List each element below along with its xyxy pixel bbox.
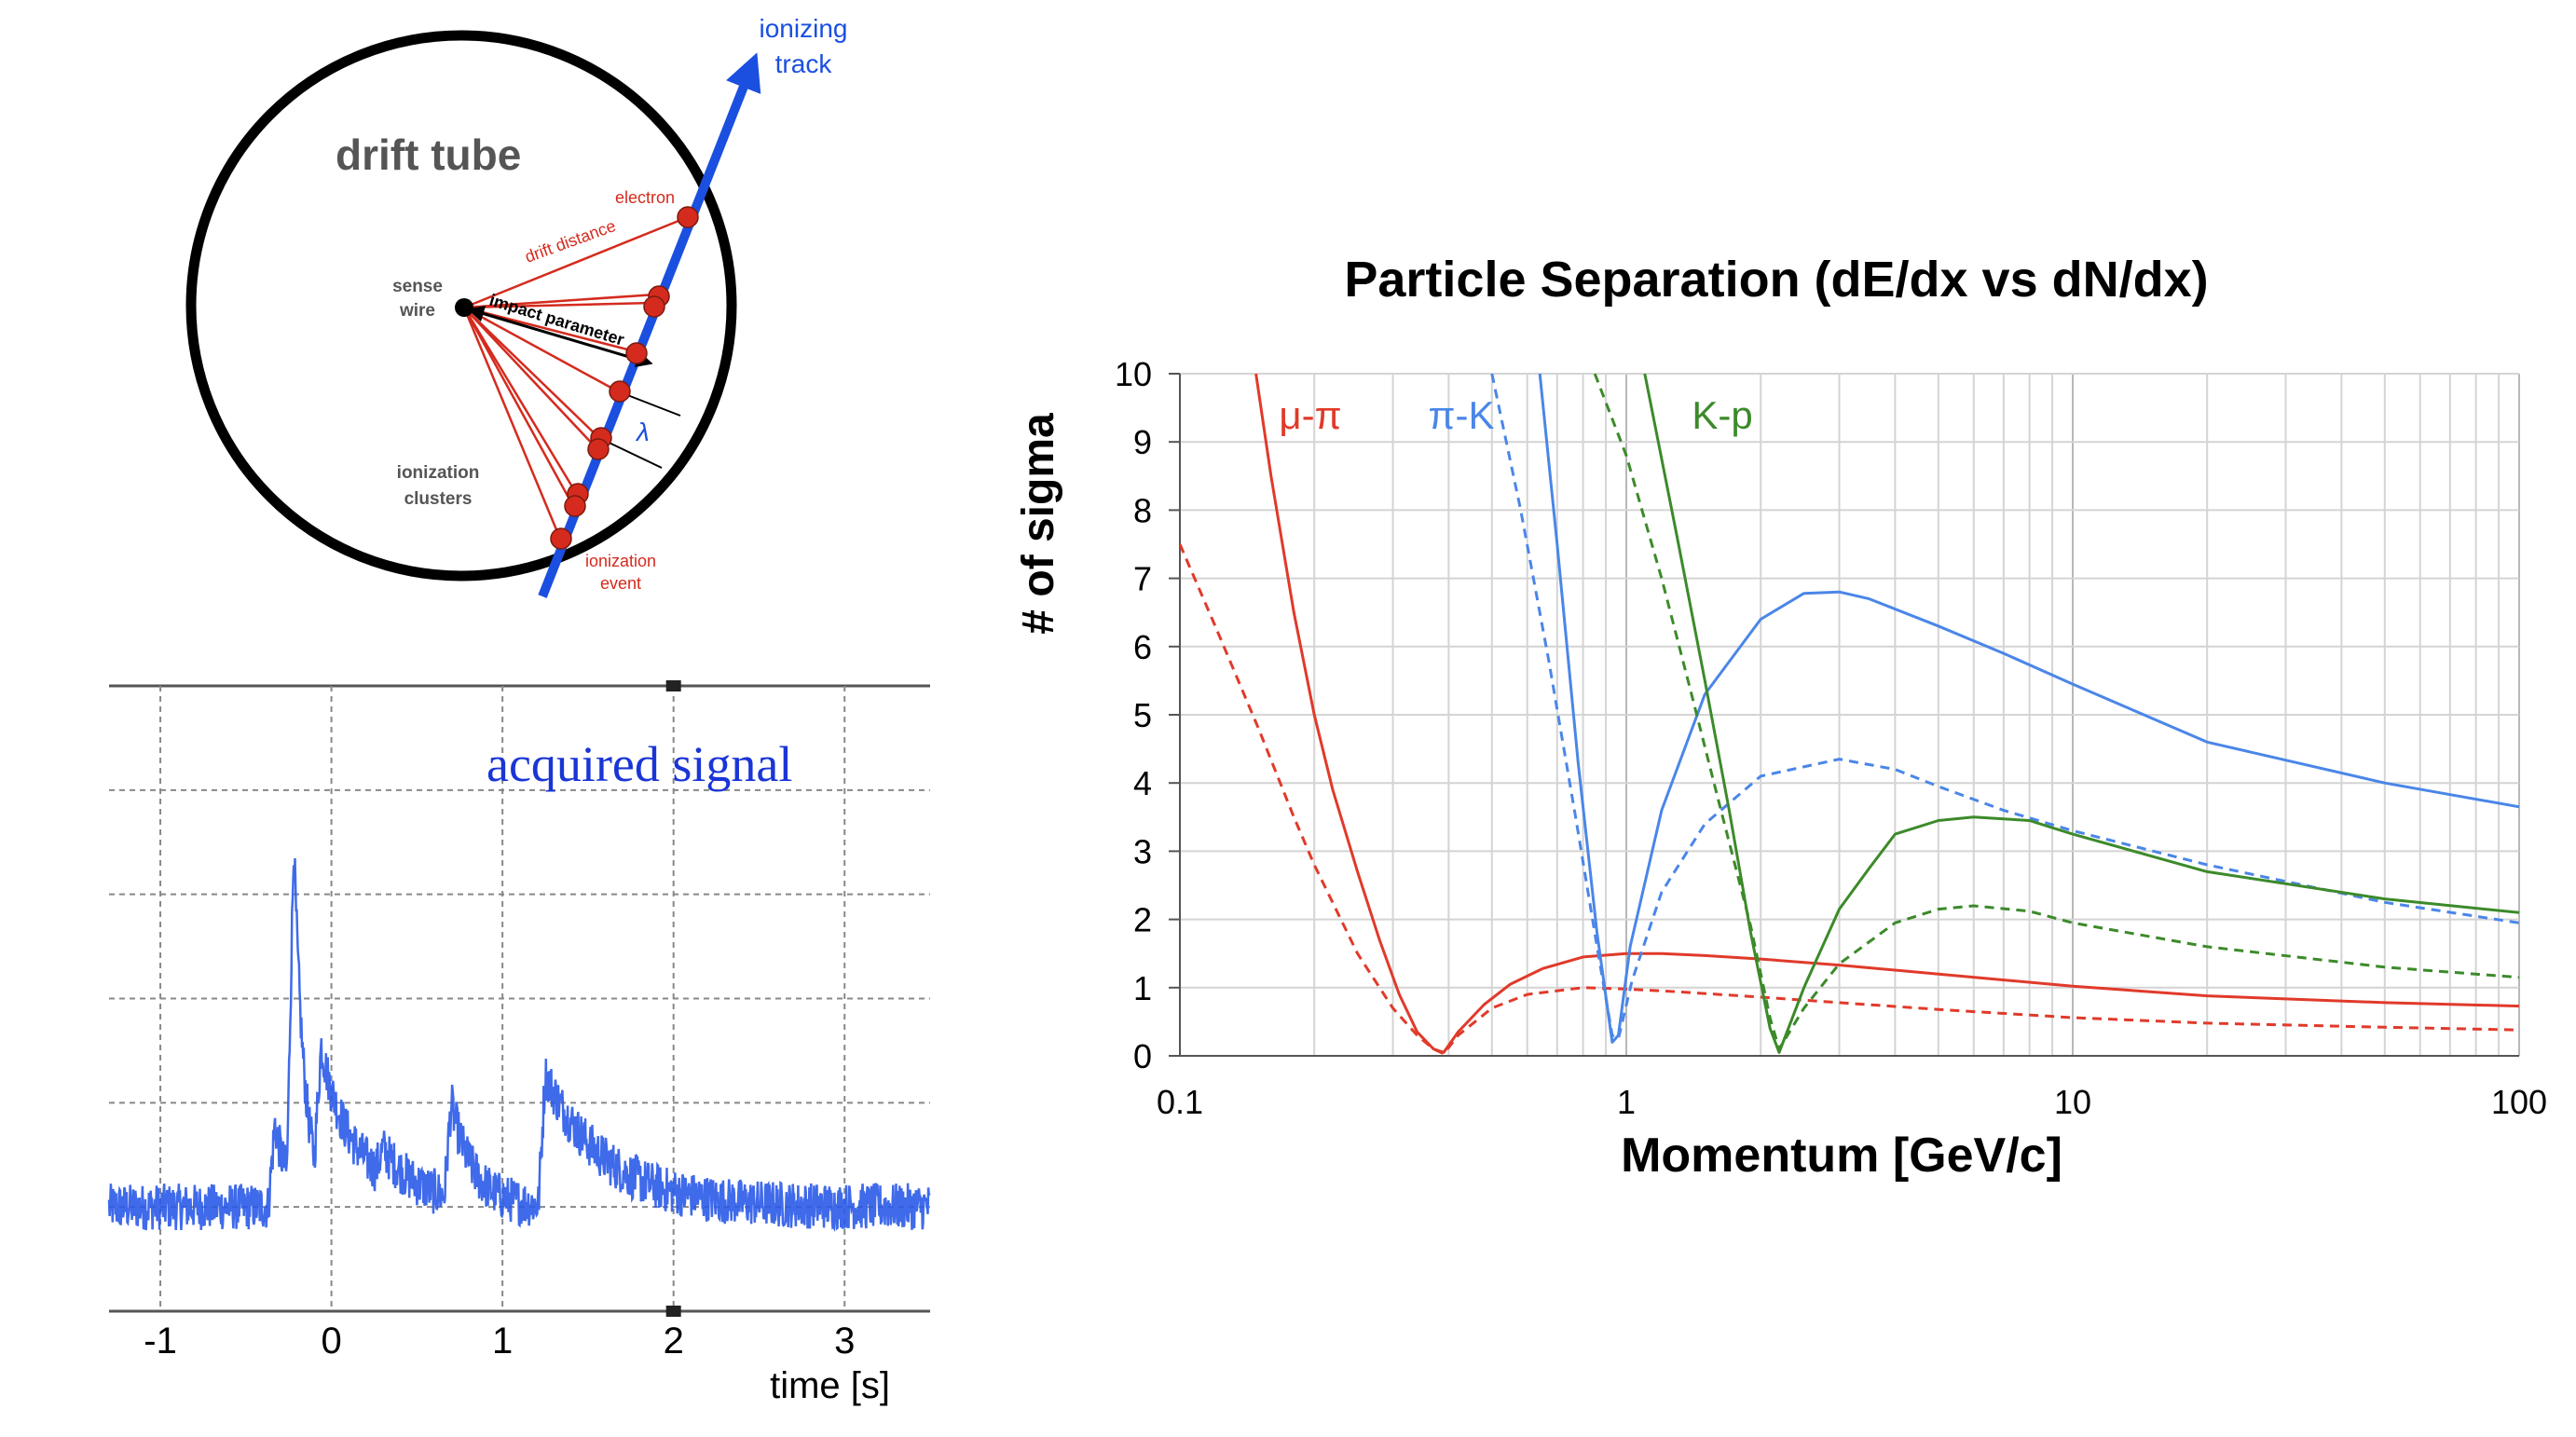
- ionization-clusters: [550, 206, 699, 550]
- clusters-label-2: clusters: [404, 489, 473, 509]
- acquired-signal-chart: acquired signal -1 0 1 2 3 time [s]: [107, 680, 931, 1406]
- sep-series: [1180, 374, 2519, 1056]
- sep-y-tick-label: 4: [1133, 764, 1152, 802]
- sense-wire-label-2: wire: [399, 301, 435, 321]
- sep-y-tick-label: 3: [1133, 832, 1152, 870]
- osc-x-tick: 0: [321, 1321, 341, 1362]
- drift-tube-wall: [185, 30, 737, 582]
- sep-y-tick-label: 10: [1115, 355, 1152, 393]
- track-label-2: track: [775, 49, 833, 78]
- osc-x-tick: 3: [834, 1321, 855, 1362]
- sep-y-tick-label: 2: [1133, 901, 1152, 939]
- sep-y-tick-label: 1: [1133, 969, 1152, 1007]
- sep-y-tick-label: 5: [1133, 696, 1152, 734]
- sep-series-line: [1254, 374, 2519, 1054]
- osc-x-tick-labels: -1 0 1 2 3: [144, 1321, 855, 1362]
- drift-tube-title: drift tube: [336, 130, 521, 179]
- sep-series-line: [1180, 543, 2519, 1056]
- sep-y-tick-label: 6: [1133, 628, 1152, 666]
- sep-x-tick-label: 1: [1617, 1083, 1636, 1121]
- sense-wire: [455, 298, 473, 317]
- sep-legend: μ-π π-K K-p: [1279, 393, 1752, 437]
- sep-y-tick-label: 9: [1133, 423, 1152, 461]
- osc-x-tick: 1: [492, 1321, 513, 1362]
- osc-trigger-bottom: [665, 1306, 681, 1317]
- sep-series-line: [1643, 374, 2519, 1054]
- sep-x-tick-label: 0.1: [1157, 1083, 1203, 1121]
- osc-grid: [109, 680, 930, 1317]
- sep-x-tick-labels: 0.1 1 10 100: [1157, 1083, 2547, 1121]
- sep-legend-label: K-p: [1692, 393, 1752, 437]
- sep-x-axis-label: Momentum [GeV/c]: [1621, 1129, 2062, 1183]
- osc-x-axis-label: time [s]: [770, 1365, 890, 1406]
- sep-chart-title: Particle Separation (dE/dx vs dN/dx): [1344, 252, 2208, 308]
- sep-series-line: [1538, 374, 2519, 1044]
- clusters-label-1: ionization: [397, 463, 480, 483]
- osc-x-tick: -1: [144, 1321, 177, 1362]
- sep-legend-label: μ-π: [1279, 393, 1341, 437]
- sep-y-axis-label: # of sigma: [1014, 413, 1063, 635]
- track-label-1: ionizing: [760, 14, 848, 43]
- sep-y-tick-label: 0: [1133, 1037, 1152, 1075]
- event-label-1: ionization: [585, 552, 656, 570]
- osc-x-tick: 2: [664, 1321, 684, 1362]
- sense-wire-label-1: sense: [392, 277, 443, 296]
- event-label-2: event: [600, 574, 641, 593]
- sep-legend-label: π-K: [1429, 393, 1495, 437]
- osc-trigger-top: [665, 680, 681, 691]
- signal-trace: [107, 857, 931, 1233]
- drift-tube-diagram: drift tube ionizing track electron drift…: [185, 14, 848, 598]
- impact-parameter-arrow: [467, 305, 653, 368]
- sep-grid: [1179, 373, 2520, 1057]
- sep-y-tick-label: 7: [1133, 560, 1152, 598]
- electron-label: electron: [615, 188, 675, 207]
- sep-series-line: [1490, 374, 2519, 1041]
- sep-y-tick-labels: 0 1 2 3 4 5 6 7 8 9 10: [1115, 355, 1180, 1075]
- sep-x-tick-label: 10: [2054, 1083, 2091, 1121]
- osc-title: acquired signal: [486, 736, 792, 792]
- sep-y-tick-label: 8: [1133, 491, 1152, 529]
- sep-x-tick-label: 100: [2491, 1083, 2547, 1121]
- sep-series-line: [1593, 374, 2519, 1051]
- lambda-label: λ: [635, 417, 650, 446]
